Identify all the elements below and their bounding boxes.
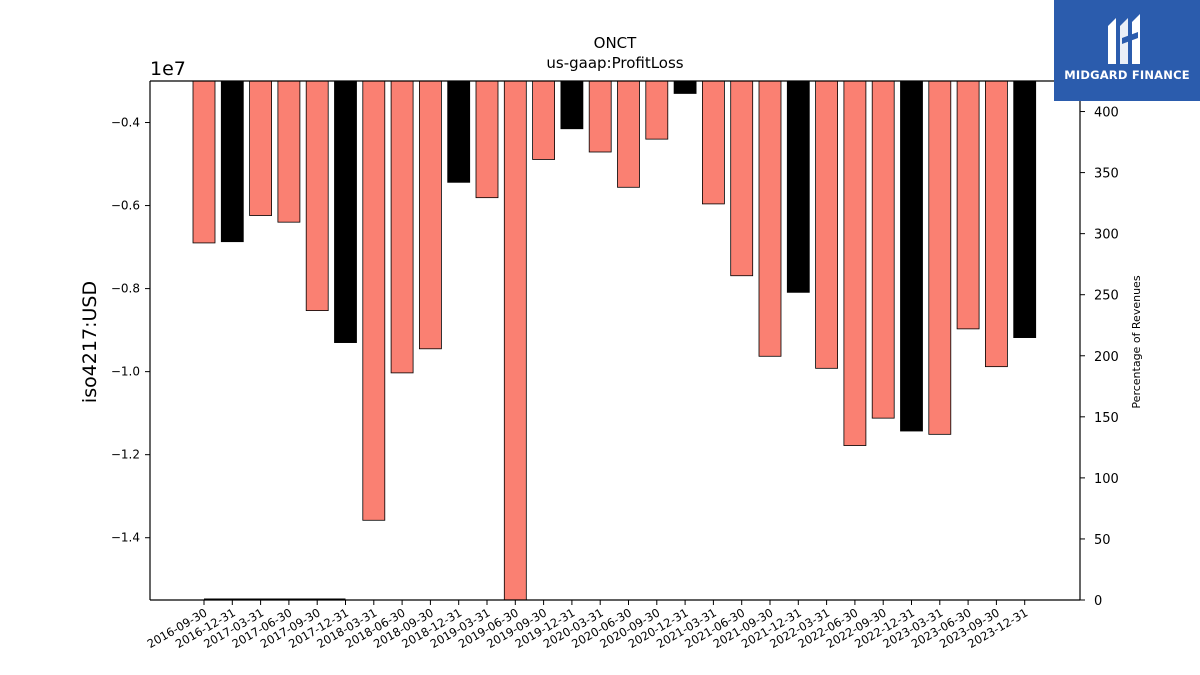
y-axis-label: iso4217:USD	[79, 281, 101, 403]
bar-2023-03-31	[928, 80, 952, 435]
bar-2018-06-30	[390, 80, 414, 374]
bar-2021-12-31	[786, 80, 810, 293]
y2-tick-label: 300	[1094, 228, 1119, 243]
bar-2018-09-30	[418, 80, 442, 350]
y-tick-label: −0.8	[111, 282, 140, 296]
y2-tick-label: 350	[1094, 167, 1119, 182]
y2-tick-label: 100	[1094, 472, 1119, 487]
bar-2020-09-30	[645, 80, 669, 140]
bar-2021-03-31	[702, 80, 725, 205]
y-offset-label: 1e7	[150, 58, 186, 80]
bar-2022-12-31	[900, 80, 923, 432]
bar-2022-06-30	[843, 80, 867, 446]
bar-2020-12-31	[673, 80, 697, 94]
bar-2022-03-31	[815, 80, 838, 369]
bar-2023-06-30	[956, 80, 980, 330]
company-logo: MIDGARD FINANCE	[1054, 0, 1200, 101]
bar-2019-09-30	[532, 80, 555, 160]
y2-tick-label: 250	[1094, 289, 1119, 304]
bar-2023-09-30	[985, 80, 1008, 368]
bar-2019-06-30	[503, 80, 527, 601]
bar-2016-12-31	[220, 80, 244, 243]
bar-2017-03-31	[249, 80, 273, 216]
y-tick-label: −0.4	[111, 116, 140, 130]
bar-2021-09-30	[758, 80, 782, 357]
logo-mark-icon	[1108, 14, 1140, 64]
bar-2016-09-30	[192, 80, 216, 244]
bar-2020-03-31	[588, 80, 612, 153]
y2-tick-label: 200	[1094, 350, 1119, 365]
bar-2022-09-30	[871, 80, 895, 419]
y2-tick-label: 50	[1094, 533, 1111, 548]
logo-text: MIDGARD FINANCE	[1064, 68, 1190, 82]
bar-2019-03-31	[475, 80, 499, 199]
bar-2023-12-31	[1013, 80, 1037, 338]
y2-tick-label: 0	[1094, 594, 1102, 609]
bar-2019-12-31	[560, 80, 584, 130]
chart-title: ONCT	[594, 34, 638, 52]
chart-subtitle: us-gaap:ProfitLoss	[546, 54, 683, 72]
bars-group	[192, 80, 1037, 601]
y-tick-label: −1.4	[111, 531, 140, 545]
y-tick-label: −1.0	[111, 365, 140, 379]
y2-axis-label: Percentage of Revenues	[1130, 275, 1143, 408]
y2-tick-label: 150	[1094, 411, 1119, 426]
y-tick-label: −0.6	[111, 199, 140, 213]
bar-2021-06-30	[730, 80, 754, 277]
y2-tick-label: 400	[1094, 106, 1119, 121]
bar-2017-06-30	[277, 80, 301, 223]
bar-2020-06-30	[617, 80, 640, 188]
bar-2017-12-31	[334, 80, 357, 343]
y-tick-label: −1.2	[111, 448, 140, 462]
bar-2017-09-30	[305, 80, 329, 312]
bar-2018-12-31	[447, 80, 471, 183]
bar-2018-03-31	[362, 80, 386, 521]
